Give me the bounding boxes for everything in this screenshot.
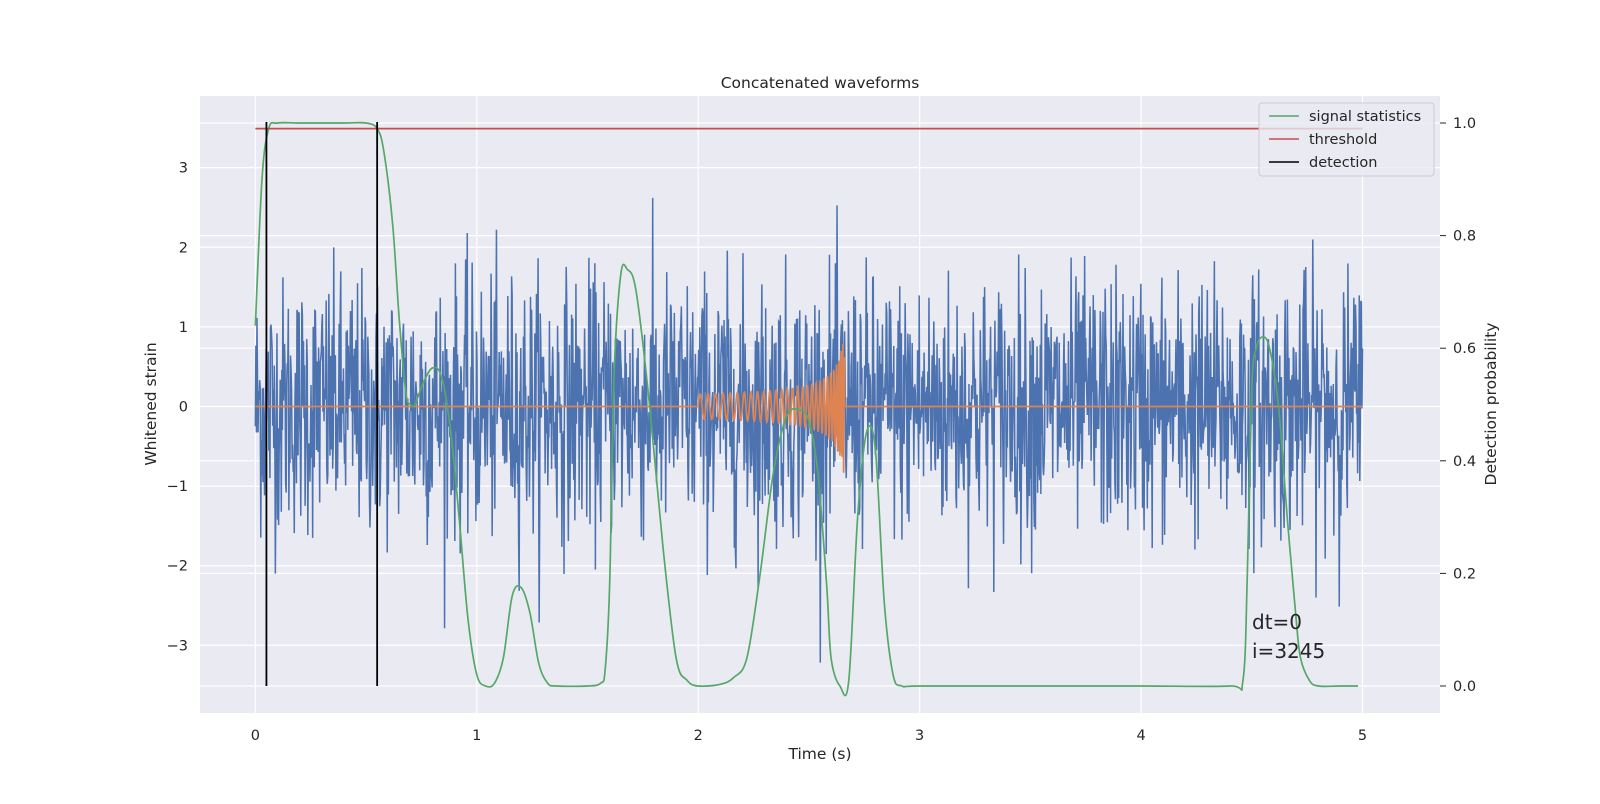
series-whitened-strain	[254, 197, 1364, 663]
x-tick-label: 1	[472, 728, 481, 744]
y-tick-label: 2	[179, 240, 188, 256]
y-tick-label: −3	[167, 638, 188, 654]
y-tick-label: −2	[167, 559, 188, 575]
series-template-waveform	[255, 344, 1363, 473]
legend-label-threshold: threshold	[1309, 132, 1377, 148]
x-tick-label: 4	[1136, 728, 1145, 744]
y2-tick-label: 0.8	[1453, 229, 1476, 245]
series-signal-statistics	[254, 121, 1359, 697]
y2-tick-label: 0.6	[1453, 341, 1476, 357]
plot-area	[254, 121, 1364, 697]
legend-box	[1258, 102, 1435, 177]
legend-label-detection: detection	[1309, 155, 1377, 171]
annotation-index: i=3245	[1252, 639, 1325, 663]
y2-tick-label: 0.0	[1453, 679, 1476, 695]
y-tick-label: 1	[179, 320, 188, 336]
legend: signal statistics threshold detection	[1258, 102, 1435, 177]
y-axis-label: Whitened strain	[142, 342, 160, 465]
y2-axis-ticks: 0.0 0.2 0.4 0.6 0.8 1.0	[1440, 116, 1476, 695]
y-tick-label: 3	[179, 161, 188, 177]
x-tick-label: 0	[251, 728, 260, 744]
x-tick-label: 2	[694, 728, 703, 744]
x-axis-ticks: 0 1 2 3 4 5	[251, 728, 1367, 744]
legend-label-signal-statistics: signal statistics	[1309, 109, 1421, 125]
y-tick-label: −1	[167, 479, 188, 495]
y2-tick-label: 1.0	[1453, 116, 1476, 132]
y2-tick-label: 0.4	[1453, 454, 1476, 470]
chart-title: Concatenated waveforms	[721, 74, 920, 92]
y-tick-label: 0	[179, 399, 188, 415]
annotation-dt: dt=0	[1252, 610, 1302, 634]
y2-tick-label: 0.2	[1453, 566, 1476, 582]
x-tick-label: 5	[1358, 728, 1367, 744]
x-tick-label: 3	[915, 728, 924, 744]
x-axis-label: Time (s)	[787, 745, 851, 763]
y2-axis-label: Detection probability	[1482, 323, 1500, 486]
y-axis-ticks: −3 −2 −1 0 1 2 3	[167, 161, 188, 655]
